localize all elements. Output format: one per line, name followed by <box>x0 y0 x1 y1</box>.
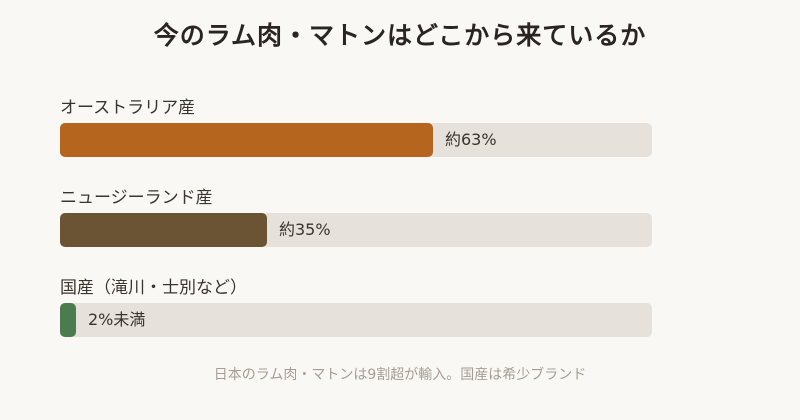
bar-track: 約63% <box>60 123 652 157</box>
value-label: 約63% <box>445 130 497 149</box>
category-label: オーストラリア産 <box>60 98 196 118</box>
value-label: 約35% <box>279 220 331 239</box>
chart-title: 今のラム肉・マトンはどこから来ているか <box>153 21 647 50</box>
bar-track: 2%未満 <box>60 303 652 337</box>
category-label: 国産（滝川・士別など） <box>60 278 247 298</box>
category-label: ニュージーランド産 <box>60 188 213 208</box>
footnote: 日本のラム肉・マトンは9割超が輸入。国産は希少ブランド <box>213 367 587 383</box>
bar-new-zealand <box>60 213 267 247</box>
bar-australia <box>60 123 433 157</box>
value-label: 2%未満 <box>88 310 146 329</box>
bar-track: 約35% <box>60 213 652 247</box>
bar-domestic <box>60 303 76 337</box>
